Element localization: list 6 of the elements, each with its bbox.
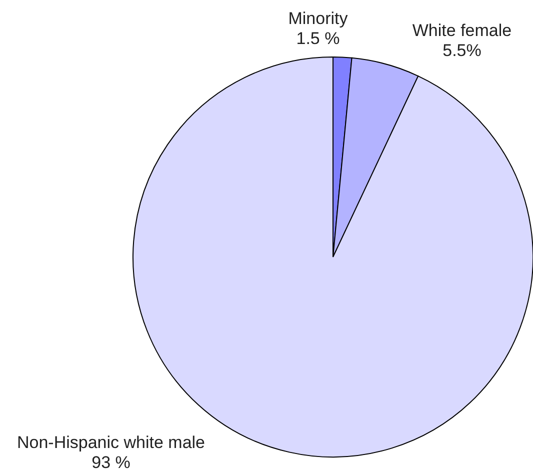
- data-label: 5.5%: [442, 41, 482, 60]
- data-label: 1.5 %: [296, 29, 340, 48]
- slice-label: Minority: [288, 9, 348, 28]
- slice-label: Non-Hispanic white male: [16, 433, 206, 452]
- data-label: 93 %: [92, 453, 130, 470]
- slice-label: White female: [412, 21, 512, 40]
